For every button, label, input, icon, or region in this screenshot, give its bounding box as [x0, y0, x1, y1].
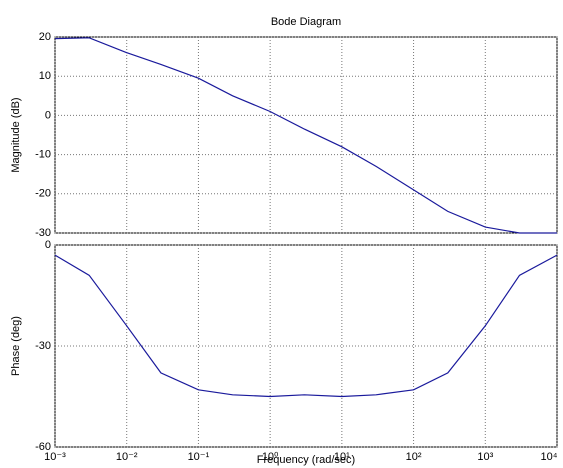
- chart-title: Bode Diagram: [271, 16, 341, 28]
- x-tick-label: 10⁻¹: [188, 451, 210, 463]
- y-tick-label: -20: [35, 188, 51, 200]
- y-axis-label: Phase (deg): [10, 316, 22, 376]
- y-tick-label: -30: [35, 227, 51, 239]
- y-tick-label: 0: [45, 109, 51, 121]
- x-axis-label: Frequency (rad/sec): [257, 454, 355, 466]
- plot-area: [54, 36, 558, 234]
- y-tick-label: 20: [39, 31, 51, 43]
- line: [54, 254, 558, 398]
- x-tick-label: 10²: [406, 451, 422, 463]
- x-tick-label: 10³: [477, 451, 493, 463]
- y-tick-label: -30: [35, 340, 51, 352]
- y-tick-label: 0: [45, 239, 51, 251]
- y-tick-label: 10: [39, 70, 51, 82]
- y-tick-label: -60: [35, 441, 51, 453]
- x-tick-label: 10¹: [334, 451, 350, 463]
- y-tick-label: -10: [35, 149, 51, 161]
- plot-area: [54, 244, 558, 448]
- x-tick-label: 10⁰: [262, 451, 279, 463]
- y-axis-label: Magnitude (dB): [10, 97, 22, 172]
- x-tick-label: 10⁻²: [116, 451, 138, 463]
- x-tick-label: 10⁴: [541, 451, 558, 463]
- line: [54, 37, 557, 234]
- x-tick-label: 10⁻³: [44, 451, 66, 463]
